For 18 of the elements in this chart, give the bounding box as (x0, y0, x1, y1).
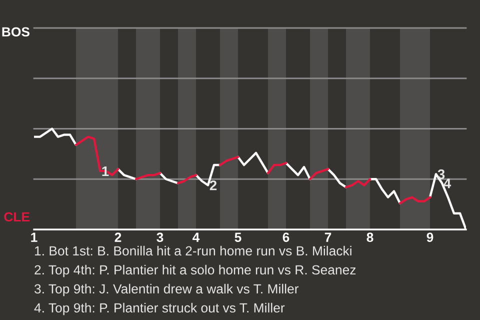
x-tick-label: 8 (366, 232, 374, 242)
text: 3. Top 9th: J. Valentin drew a walk vs T. Miller (34, 284, 299, 296)
text: 1. Bot 1st: B. Bonilla hit a 2-run home run vs B. Milacki (35, 246, 352, 256)
text: CLE (4, 212, 30, 222)
annotation: 4 (444, 178, 452, 188)
x-tick-label: 2 (114, 232, 122, 242)
x-tick-label: 5 (234, 232, 242, 242)
text: 4. Top 9th: P. Plantier struck out vs T. Miller (34, 302, 285, 316)
x-tick-label: 9 (426, 232, 434, 242)
annotation: 2 (210, 180, 217, 190)
x-tick-label: 3 (156, 232, 164, 242)
text: 2. Top 4th: P. Plantier hit a solo home run vs R. Seanez (34, 264, 356, 278)
annotation: 3 (438, 169, 445, 180)
x-tick-label: 4 (192, 232, 200, 242)
x-tick-label: 1 (31, 232, 38, 242)
text: BOS (2, 27, 30, 37)
x-tick-label: 6 (282, 232, 290, 242)
x-tick-label: 7 (324, 232, 332, 242)
